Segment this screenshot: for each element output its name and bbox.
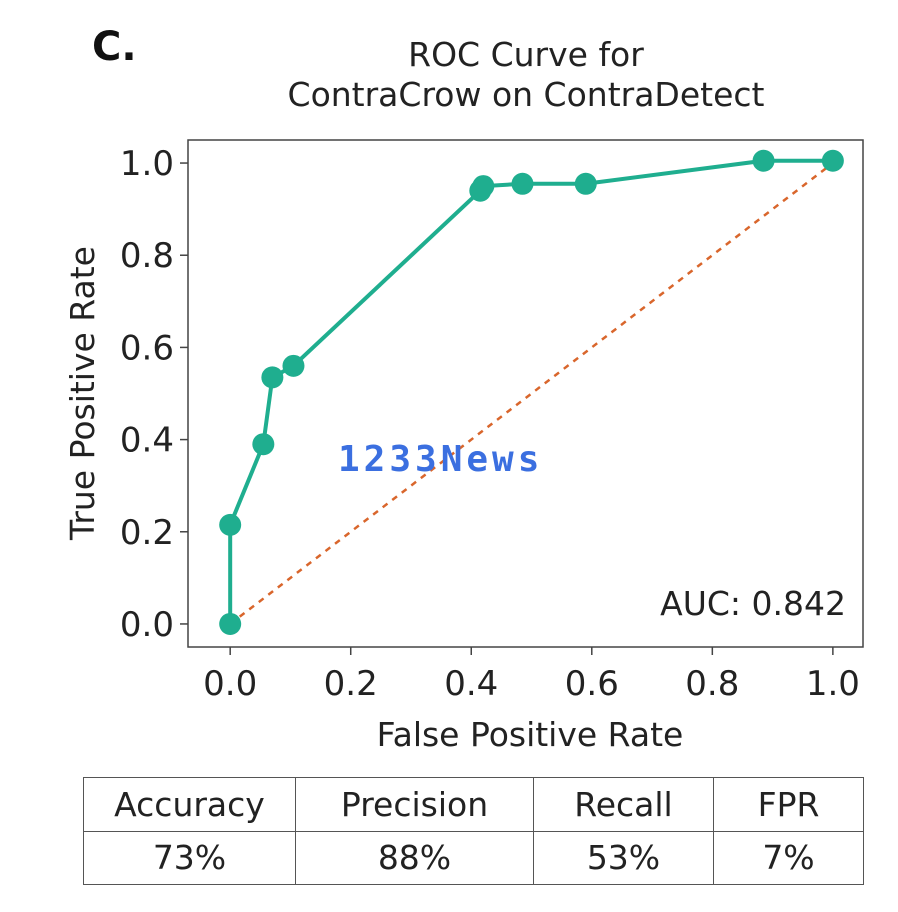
roc-points	[219, 149, 844, 635]
roc-point	[219, 513, 242, 536]
x-tick-label: 0.8	[685, 664, 739, 704]
x-tick-label: 1.0	[806, 664, 860, 704]
x-tick-label: 0.6	[565, 664, 619, 704]
y-axis-label: True Positive Rate	[63, 246, 102, 541]
metrics-header-precision: Precision	[295, 777, 534, 832]
roc-point	[219, 612, 242, 635]
roc-point	[252, 433, 275, 456]
metrics-value-fpr: 7%	[713, 830, 864, 885]
roc-point	[821, 149, 844, 172]
roc-point	[472, 175, 495, 198]
y-tick-label: 0.8	[120, 236, 174, 276]
chart-title-line-1: ROC Curve for	[408, 35, 644, 74]
y-tick-label: 0.4	[120, 421, 174, 461]
metrics-table: Accuracy Precision Recall FPR 73% 88% 53…	[83, 777, 864, 885]
metrics-header-accuracy: Accuracy	[83, 777, 296, 832]
metrics-value-recall: 53%	[533, 830, 714, 885]
plot-frame	[187, 139, 864, 648]
roc-point	[511, 172, 534, 195]
x-axis: 0.0 0.2 0.4 0.6 0.8 1.0	[203, 647, 860, 704]
metrics-header-fpr: FPR	[713, 777, 864, 832]
chance-diagonal-line	[229, 162, 834, 625]
chart-title-line-2: ContraCrow on ContraDetect	[288, 75, 765, 114]
metrics-header-row: Accuracy Precision Recall FPR	[83, 777, 864, 832]
metrics-value-precision: 88%	[295, 830, 534, 885]
roc-chart: C. ROC Curve for ContraCrow on ContraDet…	[63, 24, 864, 754]
roc-curve-line	[228, 158, 833, 624]
auc-annotation: AUC: 0.842	[660, 584, 846, 623]
metrics-value-accuracy: 73%	[83, 830, 296, 885]
roc-point	[752, 149, 775, 172]
x-tick-label: 0.0	[203, 664, 257, 704]
roc-point	[261, 366, 284, 389]
x-tick-label: 0.2	[324, 664, 378, 704]
panel-label: C.	[92, 24, 137, 70]
roc-point	[282, 354, 305, 377]
y-tick-label: 0.6	[120, 328, 174, 368]
x-tick-label: 0.4	[444, 664, 498, 704]
watermark: 1233News	[338, 439, 543, 480]
y-tick-label: 0.0	[120, 605, 174, 645]
metrics-value-row: 73% 88% 53% 7%	[83, 830, 864, 885]
roc-point	[574, 172, 597, 195]
y-axis: 0.0 0.2 0.4 0.6 0.8 1.0	[120, 144, 188, 645]
y-tick-label: 1.0	[120, 144, 174, 184]
y-tick-label: 0.2	[120, 513, 174, 553]
x-axis-label: False Positive Rate	[377, 715, 684, 754]
metrics-header-recall: Recall	[533, 777, 714, 832]
